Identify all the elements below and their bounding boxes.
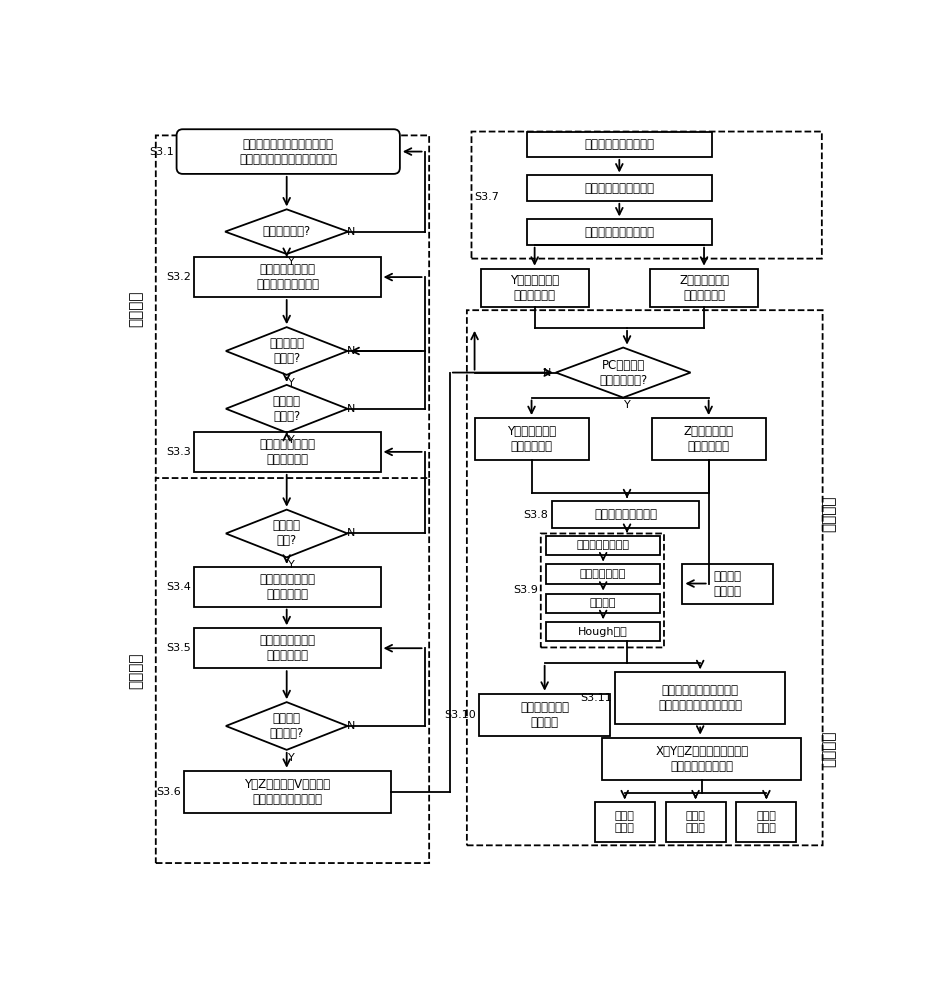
Bar	[479, 694, 610, 736]
Text: X、Y、Z方向的推送气缸推
送机械零件至物料盘: X、Y、Z方向的推送气缸推 送机械零件至物料盘	[655, 745, 748, 773]
Text: Y: Y	[288, 753, 295, 763]
Bar	[615, 672, 785, 724]
Text: 光学成像系统位置标定: 光学成像系统位置标定	[584, 138, 654, 151]
Bar	[194, 257, 380, 297]
Bar	[194, 628, 380, 668]
FancyBboxPatch shape	[176, 129, 400, 174]
Text: 测量流程: 测量流程	[821, 495, 836, 532]
Text: 上料等待区
有零件?: 上料等待区 有零件?	[269, 337, 304, 365]
Text: S3.5: S3.5	[167, 643, 191, 653]
Bar	[546, 622, 660, 641]
Text: S3.7: S3.7	[474, 192, 500, 202]
Bar	[651, 269, 758, 307]
Text: N: N	[542, 368, 551, 378]
Text: N: N	[347, 721, 355, 731]
Text: 零件到达
测量位置?: 零件到达 测量位置?	[269, 712, 304, 740]
FancyBboxPatch shape	[467, 310, 823, 845]
Text: N: N	[347, 528, 355, 538]
Text: 合格品
物料盘: 合格品 物料盘	[615, 811, 635, 833]
Text: 灰度图像二值化: 灰度图像二值化	[580, 569, 626, 579]
Bar	[736, 802, 797, 842]
Text: S3.1: S3.1	[149, 147, 173, 157]
Text: 数据采集卡采集数据: 数据采集卡采集数据	[594, 508, 657, 521]
Text: 光学成像系统像素标定: 光学成像系统像素标定	[584, 182, 654, 195]
Text: S3.6: S3.6	[157, 787, 181, 797]
Text: 一种回转类零件多工位多参数
视觉测量系统及方法程序初始化: 一种回转类零件多工位多参数 视觉测量系统及方法程序初始化	[240, 138, 337, 166]
Bar	[651, 418, 765, 460]
Bar	[527, 175, 712, 201]
Text: 推送气缸推送零件
至送料等待区: 推送气缸推送零件 至送料等待区	[259, 438, 315, 466]
Text: S3.2: S3.2	[166, 272, 191, 282]
Bar	[682, 564, 774, 604]
FancyBboxPatch shape	[156, 135, 429, 482]
Text: Y: Y	[288, 257, 295, 267]
Text: Y: Y	[288, 378, 295, 388]
Bar	[665, 802, 726, 842]
Text: S3.3: S3.3	[167, 447, 191, 457]
Text: 分选流程: 分选流程	[821, 731, 836, 767]
Text: 上料交流电机启动
上料输送带开始上料: 上料交流电机启动 上料输送带开始上料	[256, 263, 319, 291]
Text: Y方向光学成像
系统标定完毕: Y方向光学成像 系统标定完毕	[510, 274, 559, 302]
Bar	[527, 132, 712, 157]
Text: 主传输链
有空位?: 主传输链 有空位?	[273, 395, 301, 423]
FancyBboxPatch shape	[156, 478, 429, 863]
Text: PC机接收到
定位结束信号?: PC机接收到 定位结束信号?	[599, 359, 648, 387]
Text: Y: Y	[288, 435, 295, 445]
Text: Y: Y	[624, 400, 631, 410]
Text: Z方向光学成像
系统捕获图像: Z方向光学成像 系统捕获图像	[684, 425, 733, 453]
FancyBboxPatch shape	[472, 132, 822, 259]
Text: 送料流程: 送料流程	[129, 652, 144, 689]
Bar	[194, 567, 380, 607]
Text: 上料流程: 上料流程	[129, 290, 144, 327]
Bar	[546, 564, 660, 584]
Bar	[527, 219, 712, 245]
Text: 报废品
物料盘: 报废品 物料盘	[757, 811, 776, 833]
Text: S3.10: S3.10	[445, 710, 476, 720]
Text: S3.9: S3.9	[513, 585, 538, 595]
Text: Y: Y	[288, 560, 295, 570]
Text: 送料气爪搬运零件
至主传输链中: 送料气爪搬运零件 至主传输链中	[259, 573, 315, 601]
Text: S3.11: S3.11	[581, 693, 612, 703]
Text: Y、Z方向活动V形块定位
夹紧装置定位夹紧零件: Y、Z方向活动V形块定位 夹紧装置定位夹紧零件	[244, 778, 331, 806]
Text: N: N	[347, 346, 355, 356]
Text: Hough变换: Hough变换	[578, 627, 628, 637]
Bar	[546, 594, 660, 613]
Bar	[552, 501, 699, 528]
Text: 捕获图像
实时显示: 捕获图像 实时显示	[714, 570, 742, 598]
Bar	[194, 432, 380, 472]
Text: 边缘检测: 边缘检测	[590, 598, 616, 608]
Text: N: N	[348, 227, 355, 237]
Bar	[481, 269, 588, 307]
Bar	[185, 771, 391, 813]
Text: Z方向光学成像
系统标定完毕: Z方向光学成像 系统标定完毕	[679, 274, 729, 302]
Bar	[474, 418, 588, 460]
Bar	[546, 536, 660, 555]
Text: 图像数据平滑处理: 图像数据平滑处理	[577, 540, 630, 550]
Text: Y方向光学成像
系统捕获图像: Y方向光学成像 系统捕获图像	[507, 425, 556, 453]
Text: 分选气爪搬运零件至合格
品、报废品和返工品等待区: 分选气爪搬运零件至合格 品、报废品和返工品等待区	[658, 684, 742, 712]
Text: 启动按钮按下?: 启动按钮按下?	[263, 225, 310, 238]
Text: S3.4: S3.4	[166, 582, 191, 592]
Text: S3.8: S3.8	[524, 510, 549, 520]
Text: N: N	[347, 404, 355, 414]
Text: 测量结果显示、
打印报表: 测量结果显示、 打印报表	[520, 701, 569, 729]
Text: 光学成像系统误差修正: 光学成像系统误差修正	[584, 226, 654, 239]
Bar	[595, 802, 655, 842]
Text: 返工品
物料盘: 返工品 物料盘	[686, 811, 706, 833]
Bar	[602, 738, 801, 780]
FancyBboxPatch shape	[541, 533, 664, 647]
Text: 输送伺服电机启动
主传输链送料: 输送伺服电机启动 主传输链送料	[259, 634, 315, 662]
Text: 主传输链
停止?: 主传输链 停止?	[273, 519, 301, 547]
